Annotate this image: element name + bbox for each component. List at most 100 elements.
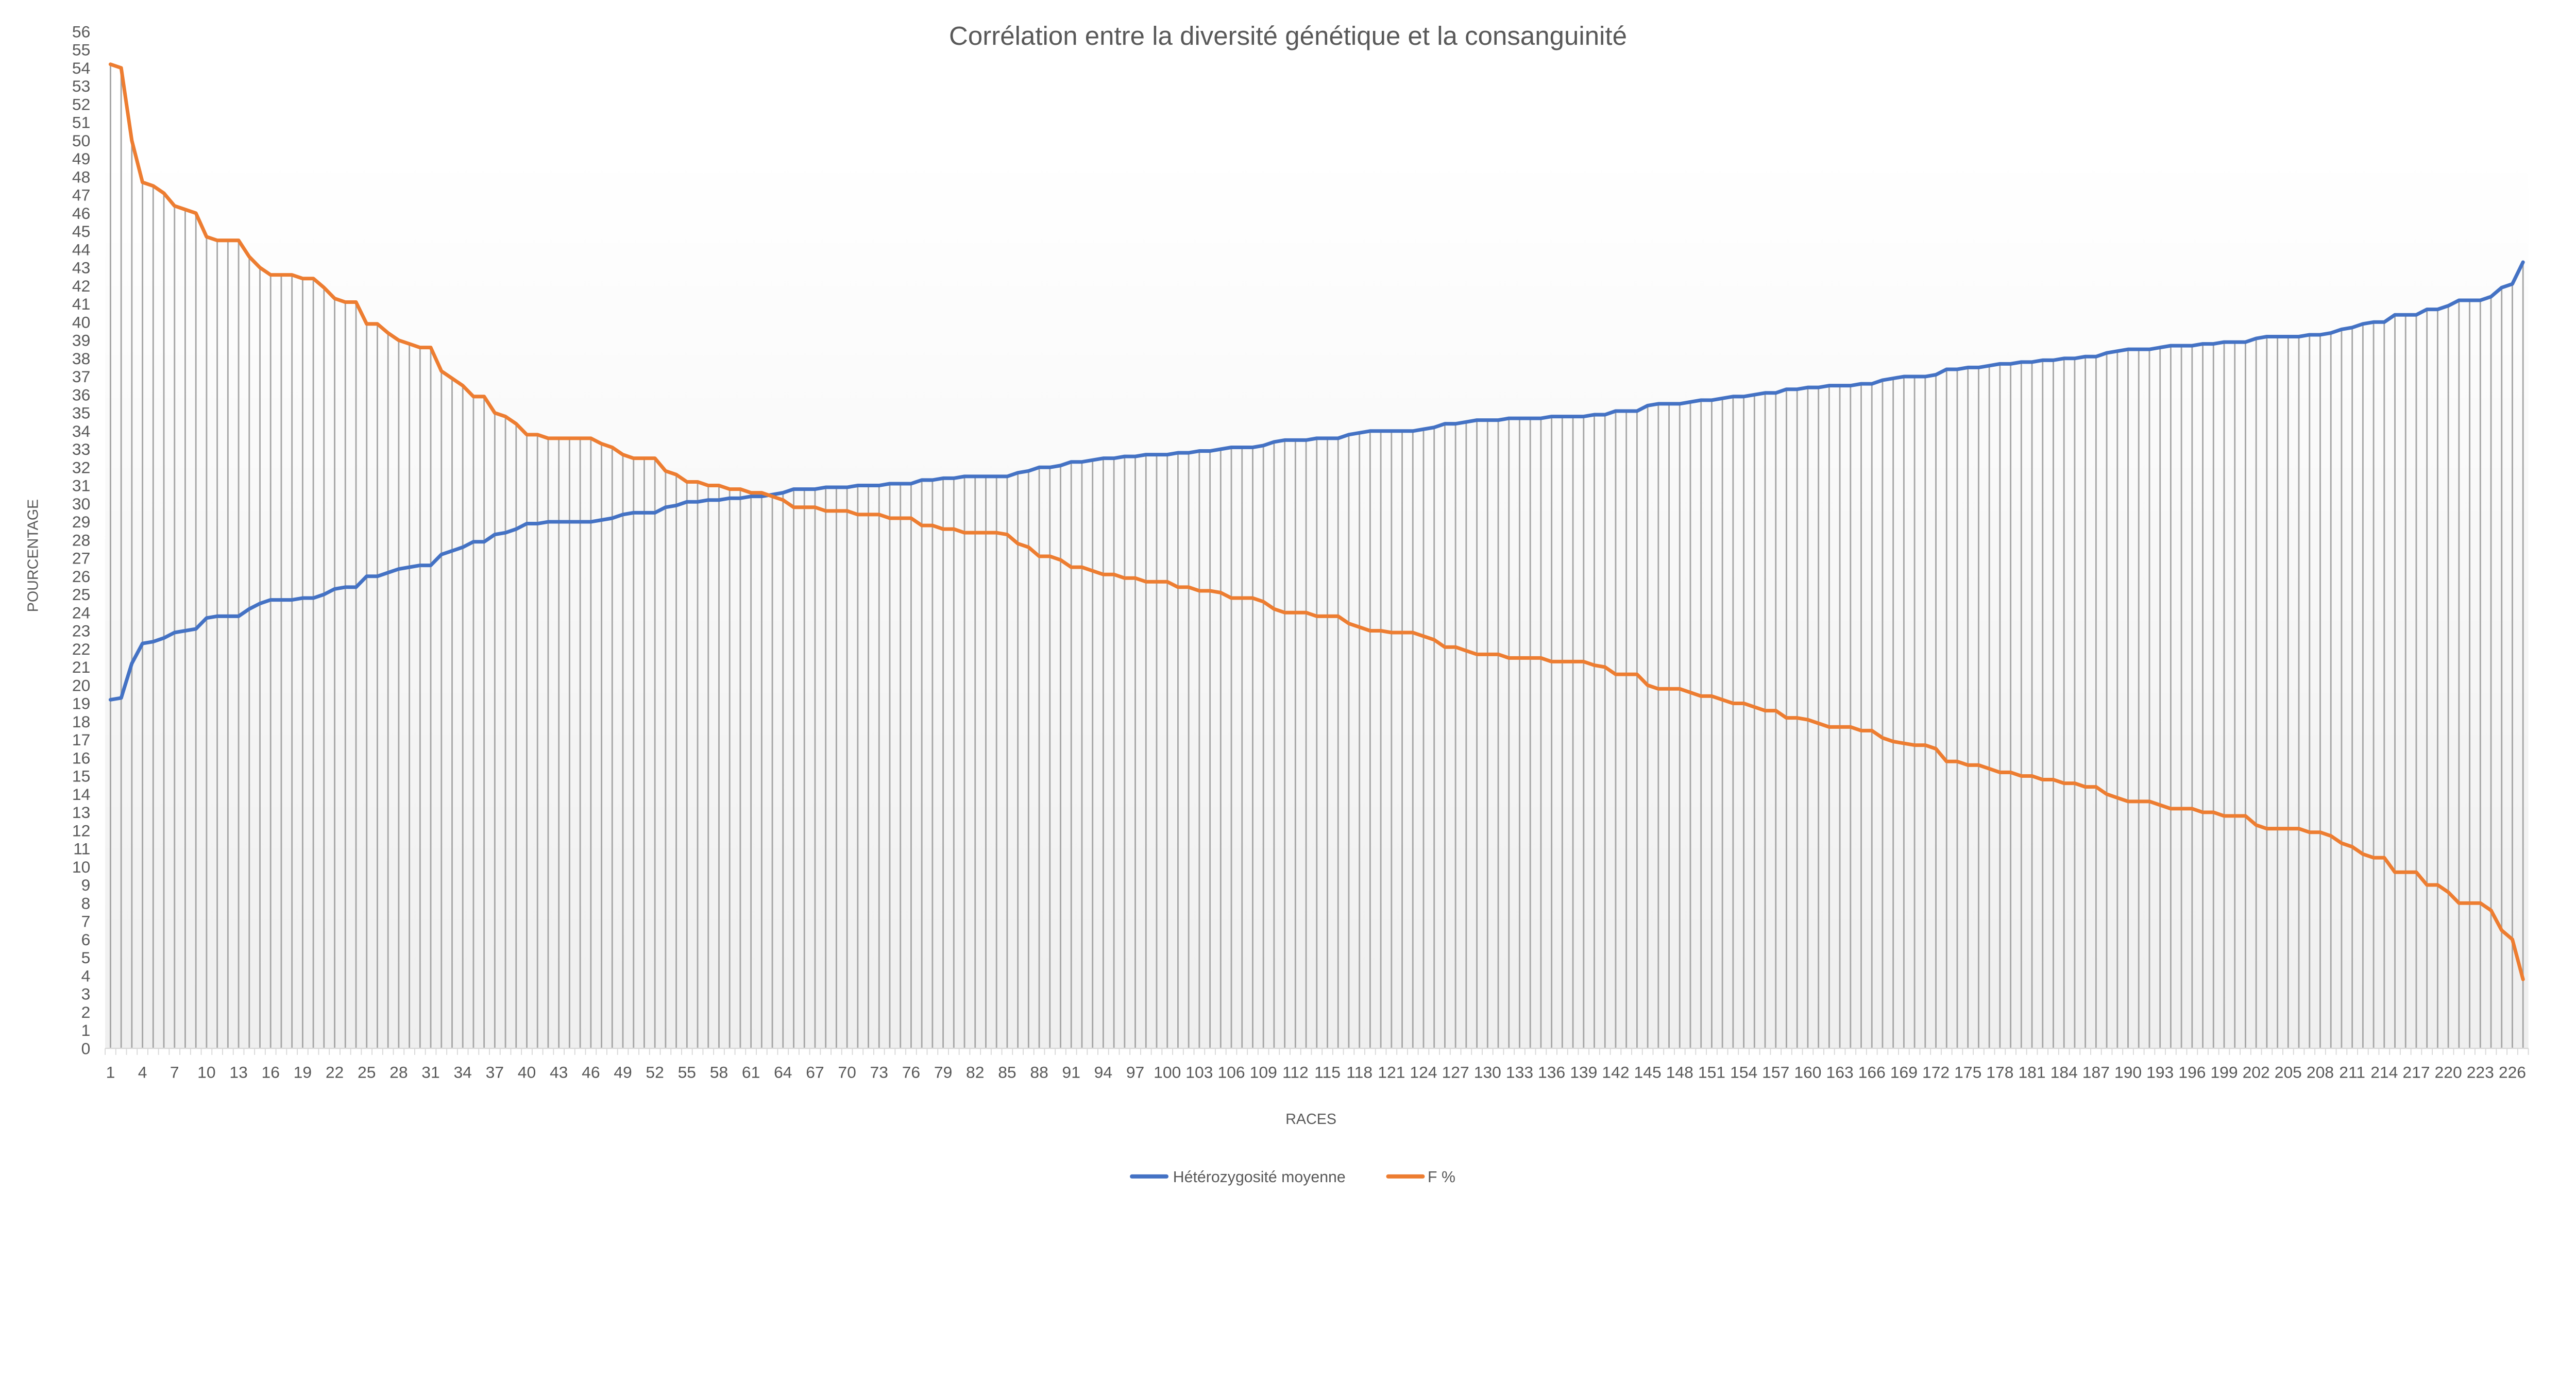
- x-tick-label: 109: [1250, 1063, 1277, 1082]
- y-tick-label: 23: [72, 622, 90, 640]
- x-axis: 1 4 7 10 13 16 19 22 25 28 31 34 37 40 43 46 49 52 55 58 61 6…: [105, 1047, 2529, 1082]
- x-axis-title: RACES: [1285, 1111, 1336, 1128]
- y-tick-label: 21: [72, 658, 90, 676]
- x-tick-label: 208: [2307, 1063, 2334, 1082]
- y-tick-label: 5: [81, 948, 91, 967]
- x-tick-label: 73: [870, 1063, 888, 1082]
- x-tick-label: 55: [678, 1063, 696, 1082]
- x-tick-label: 49: [614, 1063, 632, 1082]
- y-tick-label: 24: [72, 603, 90, 622]
- y-tick-label: 3: [81, 985, 91, 1003]
- legend-item-f-percent[interactable]: F %: [1386, 1169, 1455, 1186]
- x-tick-label: 67: [806, 1063, 824, 1082]
- y-tick-label: 32: [72, 458, 90, 476]
- x-tick-label: 169: [1890, 1063, 1918, 1082]
- x-tick-label: 97: [1126, 1063, 1144, 1082]
- y-tick-label: 56: [72, 22, 90, 41]
- y-tick-label: 17: [72, 730, 90, 749]
- y-tick-label: 1: [81, 1021, 91, 1039]
- y-tick-label: 4: [81, 966, 91, 985]
- x-tick-label: 136: [1538, 1063, 1565, 1082]
- y-tick-label: 41: [72, 295, 90, 313]
- legend: Hétérozygosité moyenne F %: [1130, 1169, 1455, 1186]
- y-tick-label: 30: [72, 495, 90, 513]
- x-tick-label: 7: [170, 1063, 179, 1082]
- x-tick-label: 172: [1922, 1063, 1950, 1082]
- y-tick-label: 52: [72, 95, 90, 113]
- x-tick-label: 4: [138, 1063, 147, 1082]
- x-tick-label: 34: [453, 1063, 471, 1082]
- x-tick-label: 58: [710, 1063, 728, 1082]
- y-tick-label: 19: [72, 694, 90, 713]
- legend-item-heterozygosity[interactable]: Hétérozygosité moyenne: [1130, 1169, 1346, 1186]
- y-tick-label: 18: [72, 712, 90, 731]
- x-tick-label: 106: [1217, 1063, 1245, 1082]
- y-tick-label: 14: [72, 785, 90, 804]
- y-tick-label: 25: [72, 585, 90, 604]
- legend-label-heterozygosity: Hétérozygosité moyenne: [1173, 1169, 1346, 1186]
- x-tick-label: 220: [2435, 1063, 2462, 1082]
- x-tick-label: 205: [2275, 1063, 2302, 1082]
- x-tick-label: 217: [2402, 1063, 2430, 1082]
- y-tick-label: 36: [72, 385, 90, 404]
- x-tick-label: 160: [1794, 1063, 1821, 1082]
- x-tick-label: 40: [518, 1063, 536, 1082]
- y-tick-label: 9: [81, 876, 91, 894]
- x-tick-label: 25: [358, 1063, 376, 1082]
- x-tick-label: 28: [389, 1063, 408, 1082]
- x-tick-label: 139: [1570, 1063, 1597, 1082]
- x-tick-label: 85: [998, 1063, 1016, 1082]
- x-tick-label: 10: [197, 1063, 215, 1082]
- y-tick-label: 33: [72, 440, 90, 458]
- x-tick-label: 52: [646, 1063, 664, 1082]
- x-tick-label: 127: [1442, 1063, 1469, 1082]
- x-tick-label: 43: [550, 1063, 568, 1082]
- y-tick-label: 15: [72, 767, 90, 786]
- y-tick-label: 48: [72, 167, 90, 186]
- y-tick-label: 38: [72, 349, 90, 368]
- x-tick-label: 19: [294, 1063, 312, 1082]
- x-tick-label: 181: [2018, 1063, 2045, 1082]
- y-tick-label: 11: [73, 840, 90, 858]
- y-tick-label: 10: [72, 858, 90, 876]
- y-tick-label: 55: [72, 41, 90, 59]
- x-tick-label: 175: [1954, 1063, 1981, 1082]
- x-tick-label: 13: [229, 1063, 247, 1082]
- x-tick-label: 166: [1858, 1063, 1886, 1082]
- x-tick-label: 76: [902, 1063, 920, 1082]
- y-tick-label: 29: [72, 513, 90, 531]
- x-tick-label: 184: [2050, 1063, 2078, 1082]
- y-tick-label: 26: [72, 567, 90, 586]
- chart-title: Corrélation entre la diversité génétique…: [949, 21, 1627, 50]
- x-tick-label: 214: [2370, 1063, 2398, 1082]
- x-tick-label: 130: [1474, 1063, 1501, 1082]
- x-tick-label: 178: [1986, 1063, 2013, 1082]
- x-tick-label: 226: [2499, 1063, 2526, 1082]
- x-tick-label: 190: [2114, 1063, 2142, 1082]
- drop-lines: [110, 64, 2524, 1049]
- x-tick-label: 145: [1634, 1063, 1662, 1082]
- x-tick-label: 196: [2178, 1063, 2206, 1082]
- y-tick-label: 54: [72, 59, 90, 77]
- y-tick-label: 31: [72, 476, 90, 495]
- y-tick-label: 20: [72, 676, 90, 694]
- x-tick-label: 142: [1602, 1063, 1629, 1082]
- y-tick-label: 28: [72, 531, 90, 549]
- x-tick-label: 148: [1666, 1063, 1693, 1082]
- x-tick-label: 115: [1314, 1063, 1341, 1082]
- x-tick-label: 193: [2146, 1063, 2174, 1082]
- x-tick-label: 157: [1762, 1063, 1789, 1082]
- x-tick-label: 133: [1506, 1063, 1533, 1082]
- x-tick-label: 199: [2210, 1063, 2238, 1082]
- y-tick-label: 44: [72, 240, 90, 259]
- x-tick-label: 202: [2243, 1063, 2270, 1082]
- y-tick-label: 40: [72, 313, 90, 331]
- x-tick-label: 1: [106, 1063, 115, 1082]
- y-tick-label: 6: [81, 930, 91, 949]
- x-tick-label: 100: [1154, 1063, 1181, 1082]
- x-tick-label: 79: [934, 1063, 952, 1082]
- y-tick-label: 8: [81, 894, 91, 912]
- y-tick-label: 45: [72, 222, 90, 241]
- x-tick-label: 112: [1282, 1063, 1309, 1082]
- y-tick-label: 53: [72, 77, 90, 95]
